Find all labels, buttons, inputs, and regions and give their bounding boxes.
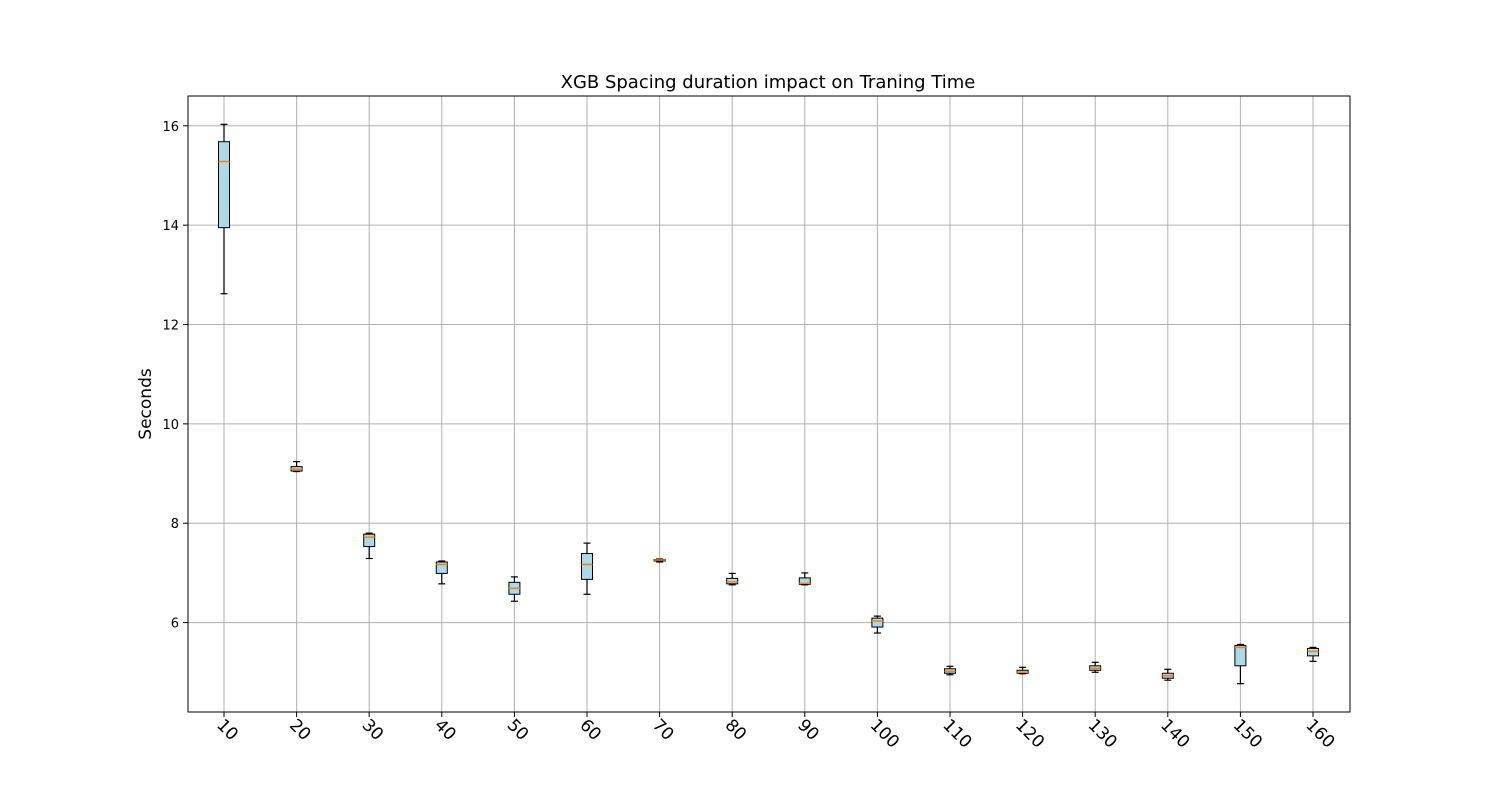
box-160 [1307, 646, 1319, 662]
x-tick-label: 70 [648, 715, 677, 744]
iqr-box [435, 561, 448, 574]
box-50 [508, 576, 521, 602]
y-axis-label: Seconds [136, 368, 156, 440]
box-140 [1161, 668, 1174, 681]
x-tick-label: 10 [212, 715, 241, 744]
iqr-box [581, 553, 593, 580]
y-tick-label: 8 [171, 517, 179, 532]
iqr-box [798, 577, 811, 585]
x-axis: 10 20 30 40 50 60 70 80 90 100 110 120 130 140 150 160 [212, 712, 1339, 752]
y-tick-label: 12 [162, 319, 179, 334]
gridlines [188, 96, 1350, 712]
box-30 [363, 532, 376, 560]
plot-frame [187, 95, 1351, 713]
box-110 [944, 665, 956, 676]
x-tick-label: 90 [793, 715, 822, 744]
y-tick-label: 16 [162, 120, 179, 135]
x-tick-label: 110 [938, 715, 975, 752]
x-tick-label: 20 [285, 715, 314, 744]
iqr-box [218, 141, 230, 229]
iqr-box [871, 617, 884, 628]
x-tick-label: 160 [1301, 715, 1338, 752]
boxes [218, 123, 1319, 685]
x-tick-label: 50 [503, 715, 532, 744]
iqr-box [363, 533, 376, 548]
box-70 [653, 558, 666, 563]
x-tick-label: 120 [1011, 715, 1048, 752]
y-axis: 6 8 10 12 14 16 [162, 120, 188, 632]
box-130 [1089, 661, 1102, 673]
x-tick-label: 30 [358, 715, 387, 744]
x-tick-label: 100 [866, 715, 903, 752]
box-40 [435, 560, 448, 585]
chart-title: XGB Spacing duration impact on Traning T… [561, 72, 976, 93]
iqr-box [1234, 644, 1247, 667]
x-tick-label: 80 [721, 715, 750, 744]
box-90 [798, 572, 811, 586]
x-tick-label: 150 [1229, 715, 1266, 752]
x-tick-label: 40 [430, 715, 459, 744]
box-80 [726, 572, 739, 586]
box-120 [1016, 666, 1029, 675]
x-tick-label: 130 [1084, 715, 1121, 752]
y-tick-label: 6 [171, 617, 179, 632]
box-150 [1234, 643, 1247, 685]
box-100 [871, 615, 884, 634]
box-60 [581, 542, 593, 595]
x-tick-label: 60 [575, 715, 604, 744]
y-tick-label: 14 [162, 219, 179, 234]
x-tick-label: 140 [1156, 715, 1193, 752]
box-20 [290, 461, 303, 473]
y-tick-label: 10 [162, 418, 179, 433]
box-10 [218, 123, 230, 295]
